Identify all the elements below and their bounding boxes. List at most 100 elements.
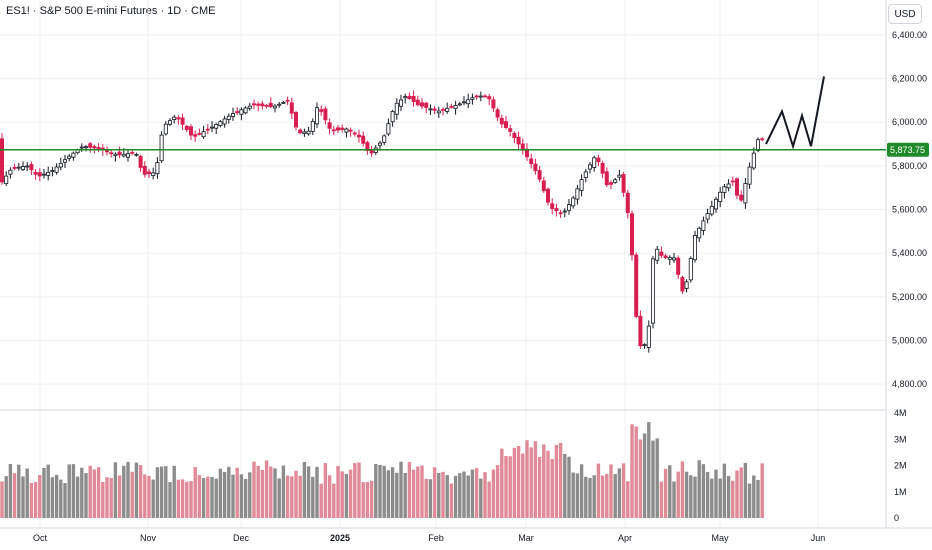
candle-body — [79, 146, 84, 149]
candle-body — [117, 151, 122, 156]
volume-bar — [428, 479, 433, 518]
candle-body — [37, 172, 42, 177]
volume-bar — [399, 461, 403, 518]
volume-bar — [701, 464, 706, 518]
volume-bar — [760, 463, 764, 518]
time-tick-label: Mar — [518, 533, 534, 543]
candle-body — [264, 105, 269, 107]
candle-body — [302, 131, 307, 134]
candle-body — [546, 188, 551, 203]
volume-bar — [122, 465, 126, 518]
volume-bar — [113, 462, 118, 518]
volume-bar — [714, 469, 718, 518]
volume-bar — [521, 453, 525, 518]
candle-body — [722, 186, 727, 193]
volume-bar — [210, 476, 214, 518]
candle-body — [159, 134, 164, 162]
time-tick-label: 2025 — [330, 533, 350, 543]
volume-bar — [185, 481, 189, 518]
candle-body — [63, 159, 68, 163]
volume-bar — [96, 467, 101, 518]
candle-body — [319, 109, 324, 112]
volume-bar — [315, 466, 319, 518]
volume-bar — [340, 471, 344, 518]
candle-body — [16, 166, 21, 169]
volume-bar — [332, 483, 336, 518]
volume-bar — [273, 468, 277, 518]
candle-body — [730, 180, 735, 183]
volume-bar — [756, 480, 760, 518]
volume-bar — [348, 469, 353, 518]
price-tick-label: 5,600.00 — [892, 205, 927, 215]
candle-body — [293, 112, 298, 128]
grid-lines — [0, 0, 886, 528]
volume-bar — [512, 447, 517, 518]
projection-path[interactable] — [765, 76, 825, 150]
volume-bars — [0, 422, 764, 518]
candle-body — [760, 138, 765, 141]
volume-bar — [130, 471, 134, 518]
candle-body — [163, 123, 168, 135]
candle-body — [735, 178, 740, 196]
volume-bar — [256, 465, 260, 518]
price-tick-label: 5,800.00 — [892, 161, 927, 171]
candle-body — [655, 248, 660, 261]
volume-bar — [588, 478, 592, 518]
volume-bar — [395, 472, 399, 518]
candle-body — [592, 157, 597, 168]
volume-bar — [17, 464, 21, 518]
candle-body — [146, 171, 151, 174]
candle-body — [281, 101, 286, 104]
candle-body — [356, 134, 361, 138]
volume-bar — [718, 478, 722, 518]
chart-title: ES1! · S&P 500 E-mini Futures · 1D · CME — [6, 5, 216, 17]
volume-bar — [29, 482, 34, 518]
candle-body — [226, 115, 231, 120]
volume-bar — [609, 464, 613, 518]
candle-body — [562, 210, 567, 213]
volume-bar — [441, 471, 445, 518]
price-tick-label: 4,800.00 — [892, 379, 927, 389]
volume-bar — [159, 466, 164, 518]
candle-body — [0, 138, 4, 183]
volume-bar — [432, 467, 437, 518]
volume-bar — [390, 467, 395, 518]
currency-button[interactable]: USD — [888, 4, 922, 24]
volume-bar — [138, 465, 143, 518]
time-tick-label: Dec — [233, 533, 250, 543]
price-badge: 5,873.75 — [887, 142, 929, 157]
candle-body — [625, 192, 630, 213]
volume-bar — [382, 465, 386, 518]
volume-bar — [651, 440, 655, 518]
volume-bar — [92, 469, 97, 518]
candle-body — [105, 150, 110, 153]
volume-bar — [575, 473, 580, 518]
volume-bar — [38, 475, 42, 518]
candle-body — [256, 103, 261, 106]
candle-body — [193, 134, 198, 137]
candle-body — [218, 121, 223, 126]
candle-body — [235, 111, 240, 113]
volume-bar — [50, 477, 55, 518]
volume-bar — [84, 473, 88, 518]
price-tick-label: 5,000.00 — [892, 336, 927, 346]
volume-bar — [378, 464, 382, 518]
candle-body — [672, 257, 677, 261]
candle-body — [756, 139, 761, 151]
volume-bar — [483, 472, 487, 518]
volume-bar — [495, 465, 500, 518]
candle-body — [558, 212, 563, 215]
price-badge-bg — [887, 142, 929, 157]
candle-body — [340, 127, 345, 130]
volume-bar — [59, 479, 63, 518]
candle-body — [407, 95, 412, 99]
candle-body — [386, 123, 391, 135]
volume-bar — [4, 476, 8, 518]
volume-bar — [546, 450, 550, 518]
candle-body — [663, 255, 668, 258]
candle-body — [398, 99, 403, 107]
volume-bar — [176, 479, 181, 518]
volume-bar — [54, 474, 59, 518]
candle-body — [642, 344, 647, 347]
